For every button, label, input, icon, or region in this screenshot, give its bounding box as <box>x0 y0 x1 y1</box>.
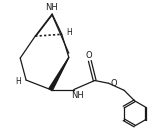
Text: NH: NH <box>45 3 57 11</box>
Text: NH: NH <box>71 91 84 100</box>
Text: O: O <box>85 51 92 60</box>
Polygon shape <box>49 57 69 91</box>
Text: H: H <box>66 28 72 37</box>
Text: H: H <box>16 77 21 86</box>
Text: O: O <box>111 79 117 88</box>
